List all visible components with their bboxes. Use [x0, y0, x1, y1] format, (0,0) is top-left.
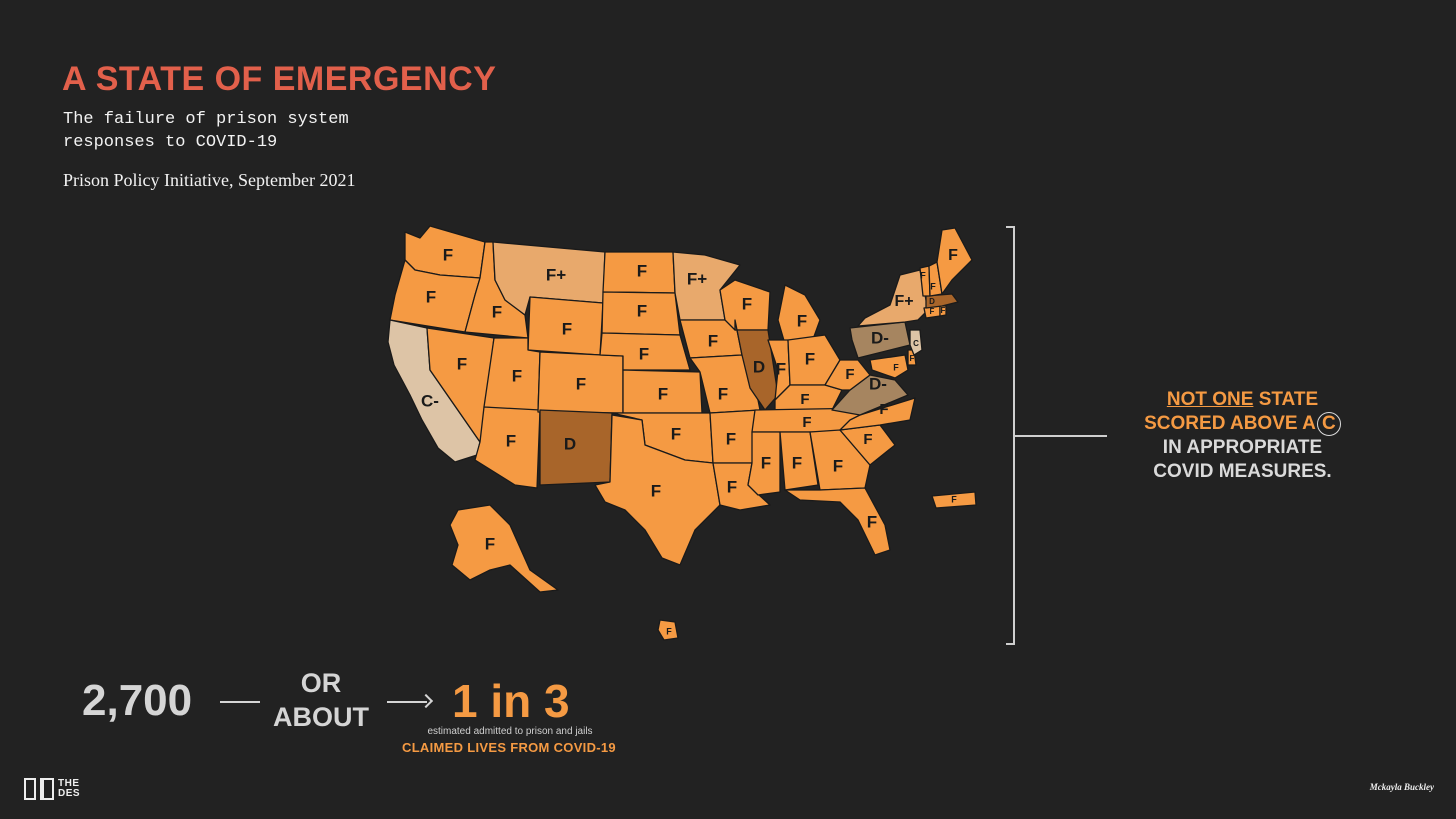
grade-label-OR: F	[426, 287, 436, 306]
state-PR	[931, 491, 977, 509]
state-WV	[824, 359, 871, 391]
state-FL	[784, 487, 891, 556]
grade-label-CT: F	[930, 307, 935, 316]
callout-state: STATE	[1258, 389, 1319, 410]
grade-label-OK: F	[671, 424, 681, 443]
state-NJ	[909, 329, 923, 356]
grade-label-NE: F	[639, 344, 649, 363]
grade-label-MT: F+	[546, 265, 566, 284]
state-AL	[779, 431, 819, 491]
logo-text-the: THE	[58, 778, 80, 789]
grade-label-GA: F	[833, 456, 843, 475]
ratio-note: estimated admitted to prison and jails	[427, 726, 593, 737]
grade-label-KY: F	[800, 391, 809, 408]
ratio-value: 1 in 3	[452, 675, 570, 727]
grade-label-MI: F	[797, 311, 807, 330]
grade-label-UT: F	[512, 366, 522, 385]
grade-label-VT: F	[920, 270, 926, 280]
callout-not-one: NOT ONE	[1166, 389, 1254, 410]
logo-mark-icon	[24, 778, 54, 800]
callout-circled-grade: C	[1316, 412, 1341, 436]
grade-label-LA: F	[727, 477, 737, 496]
state-NY	[857, 269, 929, 327]
callout-line-4: COVID MEASURES.	[1153, 461, 1332, 482]
grade-label-ID: F	[492, 302, 502, 321]
grade-label-PR: F	[951, 494, 957, 504]
grade-label-NJ: C	[913, 339, 919, 348]
claimed-lives-label: CLAIMED LIVES FROM COVID-19	[402, 740, 616, 755]
grade-label-MS: F	[761, 453, 771, 472]
page-title: A STATE OF EMERGENCY	[62, 60, 497, 98]
state-NC	[839, 397, 916, 431]
grade-label-WA: F	[443, 245, 453, 264]
source-citation: Prison Policy Initiative, September 2021	[63, 170, 356, 190]
state-AK	[449, 504, 559, 593]
grade-label-ND: F	[637, 261, 647, 280]
grade-label-WY: F	[562, 319, 572, 338]
state-MD	[869, 354, 909, 379]
grade-label-OH: F	[805, 349, 815, 368]
arrow-right-icon	[418, 693, 434, 709]
grade-label-CO: F	[576, 374, 586, 393]
grade-label-WV: F	[845, 366, 854, 383]
grade-label-MD: F	[893, 362, 899, 372]
callout-scored-above: SCORED ABOVE A	[1144, 413, 1316, 434]
arrow-line	[387, 701, 427, 703]
grade-label-AL: F	[792, 453, 802, 472]
grade-label-AK: F	[485, 534, 495, 553]
grade-label-IA: F	[708, 331, 718, 350]
callout-connector-line	[1015, 435, 1107, 437]
grade-label-NV: F	[457, 354, 467, 373]
grade-label-MO: F	[718, 384, 728, 403]
grade-label-IL: D	[753, 357, 765, 376]
grade-label-NM: D	[564, 434, 576, 453]
grade-label-TX: F	[651, 481, 661, 500]
grade-label-SC: F	[863, 431, 872, 448]
state-HI	[657, 619, 679, 641]
grade-label-NC: F	[879, 401, 888, 418]
the-des-logo: THE DES	[24, 778, 80, 800]
grade-label-RI: F	[941, 306, 946, 315]
grade-label-IN: F	[776, 359, 786, 378]
grade-label-DE: F	[910, 354, 915, 363]
logo-text-des: DES	[58, 788, 81, 799]
grade-label-ME: F	[948, 247, 958, 264]
grade-label-WI: F	[742, 294, 752, 313]
state-MA	[925, 293, 959, 309]
callout-line-3: IN APPROPRIATE	[1162, 437, 1323, 458]
grade-label-HI: F	[666, 626, 672, 636]
page-subtitle: The failure of prison system responses t…	[63, 110, 349, 152]
grade-label-MA: D	[929, 297, 935, 306]
author-credit: Mckayla Buckley	[1369, 782, 1434, 792]
or-about-label: OR ABOUT	[273, 668, 369, 732]
grade-label-SD: F	[637, 301, 647, 320]
grade-label-MN: F+	[687, 269, 707, 288]
state-ME	[936, 227, 973, 295]
grade-label-VA: D-	[869, 374, 887, 393]
grade-label-CA: C-	[421, 391, 439, 410]
grade-label-PA: D-	[871, 328, 889, 347]
grade-label-KS: F	[658, 384, 668, 403]
grade-label-FL: F	[867, 512, 877, 531]
state-TX	[594, 414, 721, 566]
deaths-count: 2,700	[82, 676, 193, 725]
grade-label-NH: F	[930, 281, 936, 291]
grade-label-TN: F	[802, 414, 811, 431]
grade-label-NY: F+	[894, 293, 913, 310]
em-dash	[220, 701, 260, 703]
state-GA	[809, 429, 871, 491]
grade-label-AZ: F	[506, 431, 516, 450]
grade-label-AR: F	[726, 429, 736, 448]
callout-bracket	[1006, 226, 1015, 645]
